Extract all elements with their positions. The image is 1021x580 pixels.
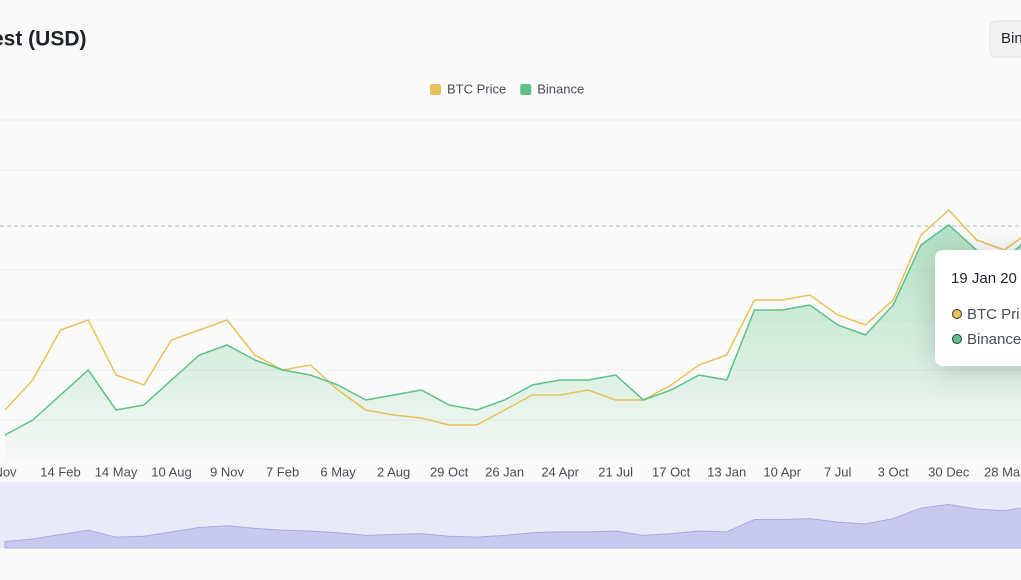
tooltip-item: BTC Pri bbox=[967, 306, 1020, 323]
exchange-button[interactable] bbox=[989, 20, 1021, 58]
x-tick-label: 9 Nov bbox=[210, 464, 244, 479]
x-tick-label: 14 Feb bbox=[40, 464, 80, 479]
x-tick-label: 6 May bbox=[320, 464, 356, 479]
x-tick-label: 26 Jan bbox=[485, 464, 524, 479]
button-label: Bin bbox=[1001, 30, 1021, 47]
tooltip-dot bbox=[952, 309, 962, 319]
navigator-area bbox=[4, 504, 1021, 549]
x-tick-label: 13 Jan bbox=[707, 464, 746, 479]
x-tick-label: 29 Oct bbox=[430, 464, 469, 479]
x-tick-label: 7 Feb bbox=[266, 464, 299, 479]
legend-swatch bbox=[520, 84, 532, 95]
legend-swatch bbox=[430, 84, 441, 95]
line bbox=[4, 224, 1021, 436]
x-tick-label: 28 Mar bbox=[984, 464, 1021, 479]
x-tick-label: 2 Aug bbox=[377, 464, 410, 479]
x-tick-label: 14 May bbox=[95, 464, 138, 479]
x-tick-label: 30 Dec bbox=[928, 464, 970, 479]
tooltip-date: 19 Jan 20 bbox=[951, 270, 1017, 287]
legend-label: Binance bbox=[537, 81, 584, 96]
tooltip-item: Binance bbox=[967, 331, 1021, 348]
x-tick-label: 24 Apr bbox=[541, 464, 579, 479]
title: est (USD) bbox=[0, 28, 87, 51]
area bbox=[5, 225, 1021, 460]
x-tick-label: 21 Jul bbox=[598, 464, 633, 479]
x-tick-label: 10 Aug bbox=[151, 464, 192, 479]
x-tick-label: 3 Oct bbox=[878, 464, 909, 479]
x-tick-label: 17 Oct bbox=[652, 464, 691, 479]
line bbox=[4, 208, 1021, 426]
legend-label: BTC Price bbox=[447, 81, 506, 96]
x-tick-label: 10 Apr bbox=[763, 464, 801, 479]
tooltip-dot bbox=[952, 334, 962, 344]
x-tick-label: Nov bbox=[0, 464, 17, 479]
x-tick-label: 7 Jul bbox=[824, 464, 852, 479]
